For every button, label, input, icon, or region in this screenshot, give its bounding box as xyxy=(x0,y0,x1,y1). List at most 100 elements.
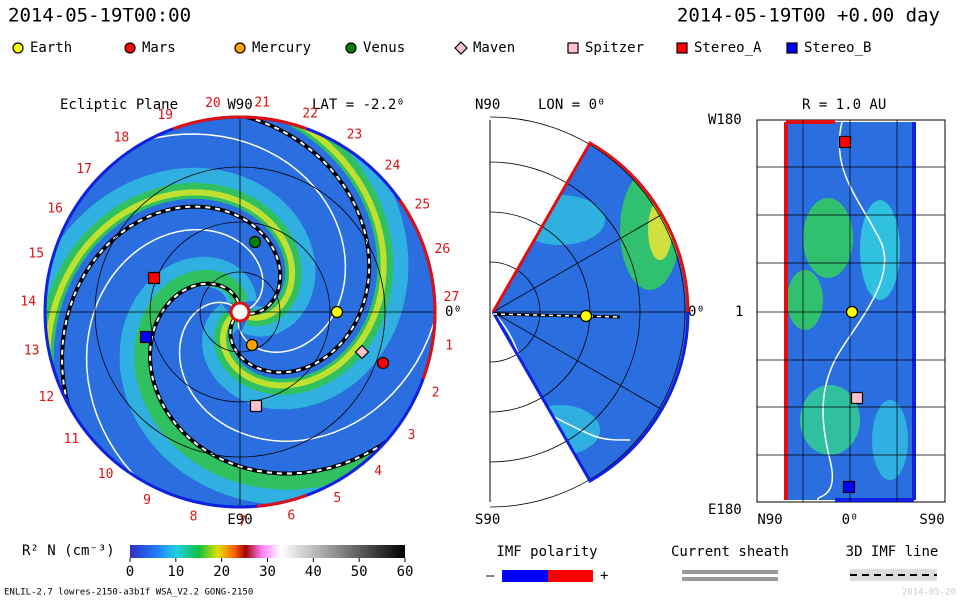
footer-left: ENLIL-2.7 lowres-2150-a3b1f WSA_V2.2 GON… xyxy=(4,588,253,598)
w90-label: W90 xyxy=(227,97,252,113)
carrington-label: 6 xyxy=(287,508,295,523)
n90-label: N90 xyxy=(475,97,500,113)
marker xyxy=(376,356,390,370)
marker xyxy=(676,42,688,54)
marker xyxy=(249,399,263,413)
tick-label: 50 xyxy=(351,564,368,580)
tick-label: 60 xyxy=(397,564,414,580)
carrington-label: 5 xyxy=(333,491,341,506)
carrington-label: 18 xyxy=(114,130,130,145)
zero-label: 0⁰ xyxy=(842,512,859,528)
colorbar xyxy=(130,545,405,558)
boundary xyxy=(491,311,690,484)
spoke xyxy=(492,311,663,410)
colorbar-label: R² N (cm⁻³) xyxy=(22,543,115,559)
band xyxy=(800,385,860,455)
zero-label: 0⁰ xyxy=(688,304,705,320)
e90-label: E90 xyxy=(227,512,252,528)
w180-label: W180 xyxy=(708,112,742,128)
zero-label: 0⁰ xyxy=(445,304,462,320)
imf-negative xyxy=(502,570,548,582)
plus-label: + xyxy=(600,568,608,584)
imf-line xyxy=(492,313,621,318)
carrington-label: 15 xyxy=(28,247,44,262)
root: 2014-05-19T00:00 2014-05-19T00 +0.00 day… xyxy=(4,5,956,598)
carrington-label: 17 xyxy=(76,162,92,177)
sheath xyxy=(817,121,886,501)
carrington-label: 14 xyxy=(20,295,36,310)
carrington-label: 26 xyxy=(435,242,451,257)
n90-label: N90 xyxy=(757,512,782,528)
legend-label: Stereo_A xyxy=(694,40,762,56)
legend-label: Earth xyxy=(30,40,72,56)
carrington-label: 21 xyxy=(254,96,270,111)
line-title: 3D IMF line xyxy=(846,544,939,560)
marker xyxy=(838,135,852,149)
marker xyxy=(12,42,24,54)
marker xyxy=(124,42,136,54)
marker xyxy=(330,305,344,319)
marker xyxy=(147,271,161,285)
marker xyxy=(579,309,593,323)
carrington-label: 11 xyxy=(64,432,80,447)
carrington-label: 16 xyxy=(47,202,63,217)
tick-label: 10 xyxy=(167,564,184,580)
marker xyxy=(850,391,864,405)
marker xyxy=(454,41,468,55)
lat-label: LAT = -2.2⁰ xyxy=(312,97,405,113)
tick-label: 40 xyxy=(305,564,322,580)
spiral xyxy=(60,205,282,507)
marker xyxy=(245,338,259,352)
sheath-key xyxy=(682,577,778,581)
imf-title: IMF polarity xyxy=(496,544,597,560)
radial-map xyxy=(756,119,946,503)
marker xyxy=(845,305,859,319)
meridional-overlay xyxy=(489,116,690,508)
boundary-arc xyxy=(172,115,308,131)
sheath-title: Current sheath xyxy=(671,544,789,560)
marker xyxy=(567,42,579,54)
time-left: 2014-05-19T00:00 xyxy=(8,5,191,27)
boundary-arc xyxy=(256,493,308,508)
band xyxy=(803,198,853,278)
marker xyxy=(786,42,798,54)
legend-label: Maven xyxy=(473,40,515,56)
spoke xyxy=(492,214,663,313)
band xyxy=(872,400,908,480)
carrington-label: 22 xyxy=(302,106,318,121)
carrington-label: 13 xyxy=(24,343,40,358)
sun xyxy=(229,301,251,323)
carrington-label: 19 xyxy=(157,108,173,123)
carrington-label: 1 xyxy=(445,339,453,354)
colorbar-ticks: 0 10 20 30 40 50 60 xyxy=(126,558,414,580)
legend-label: Stereo_B xyxy=(804,40,871,56)
carrington-label: 8 xyxy=(190,509,198,524)
carrington-label: 7 xyxy=(239,514,247,529)
lon-label: LON = 0⁰ xyxy=(538,97,605,113)
band xyxy=(787,270,823,330)
minus-label: – xyxy=(486,568,495,584)
legend: Earth Mars Mercury Venus Maven Spitzer Stereo_… xyxy=(12,40,871,56)
footer-right: 2014-05-20 xyxy=(902,588,956,598)
line-key-bg xyxy=(850,569,937,581)
legend-label: Venus xyxy=(363,40,405,56)
carrington-label: 24 xyxy=(385,159,401,174)
carrington-label: 27 xyxy=(444,290,460,305)
carrington-label: 3 xyxy=(408,428,416,443)
legend-label: Mars xyxy=(142,40,176,56)
boundary-arc xyxy=(398,199,437,380)
marker xyxy=(354,344,370,360)
s90-label: S90 xyxy=(919,512,944,528)
marker xyxy=(139,330,153,344)
carrington-label: 4 xyxy=(374,464,382,479)
time-right: 2014-05-19T00 +0.00 day xyxy=(677,5,940,27)
tick-label: 0 xyxy=(126,564,134,580)
tick-label: 30 xyxy=(259,564,276,580)
band xyxy=(860,200,900,300)
carrington-label: 9 xyxy=(143,493,151,508)
mid-label: 1 xyxy=(735,304,743,320)
spiral xyxy=(149,282,435,475)
e180-label: E180 xyxy=(708,502,742,518)
